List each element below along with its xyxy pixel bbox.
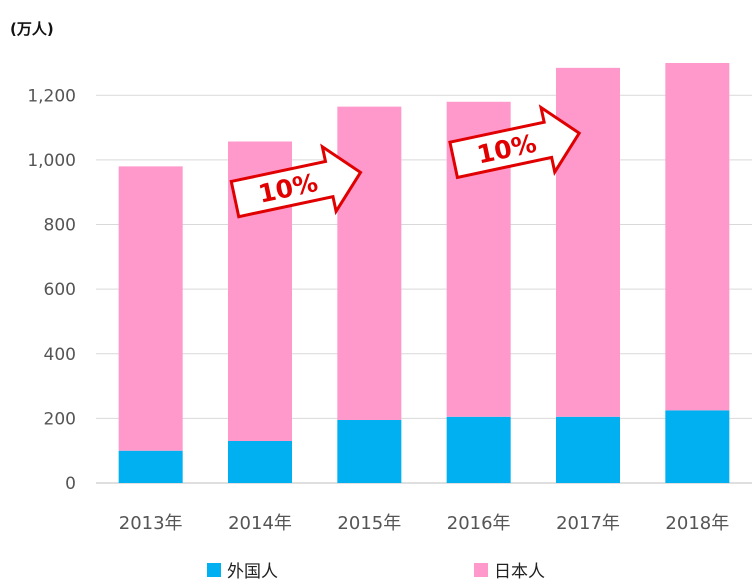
legend-swatch-japanese xyxy=(474,562,488,577)
y-tick-label: 800 xyxy=(44,216,76,236)
y-tick-labels: 0 200 400 600 800 1,000 1,200 xyxy=(27,86,76,494)
growth-annotations: 10% 10% xyxy=(229,104,582,219)
y-tick-label: 400 xyxy=(44,345,76,365)
bar-segment-japanese xyxy=(118,166,183,451)
bars xyxy=(118,63,730,483)
bar-segment-japanese xyxy=(337,106,402,420)
arrow-shape xyxy=(448,104,582,180)
x-tick-label: 2013年 xyxy=(119,513,183,534)
legend-label-japanese: 日本人 xyxy=(494,562,545,582)
unit-label: (万人) xyxy=(10,20,54,38)
growth-arrow: 10% xyxy=(448,104,582,180)
bar-segment-foreign xyxy=(228,441,292,483)
x-tick-labels: 2013年 2014年 2015年 2016年 2017年 2018年 xyxy=(119,513,729,534)
legend-item-japanese: 日本人 xyxy=(474,557,545,582)
legend-swatch-foreign xyxy=(207,562,221,577)
x-tick-label: 2016年 xyxy=(447,513,511,534)
x-tick-label: 2014年 xyxy=(228,513,292,534)
legend-item-foreign: 外国人 xyxy=(207,557,278,582)
legend-label-foreign: 外国人 xyxy=(227,562,278,582)
gridlines xyxy=(96,94,752,484)
y-tick-label: 600 xyxy=(44,280,76,300)
y-tick-label: 1,000 xyxy=(27,151,76,171)
x-tick-label: 2018年 xyxy=(665,513,729,534)
y-tick-label: 0 xyxy=(65,474,76,494)
bar-segment-foreign xyxy=(446,416,511,483)
arrow-shape xyxy=(229,143,363,219)
y-tick-label: 1,200 xyxy=(27,86,76,106)
bar-segment-japanese xyxy=(556,67,620,417)
bar-segment-foreign xyxy=(665,410,730,483)
y-tick-label: 200 xyxy=(44,409,76,429)
growth-arrow: 10% xyxy=(229,143,363,219)
bar-segment-foreign xyxy=(337,420,402,483)
x-tick-label: 2015年 xyxy=(337,513,401,534)
bar-segment-foreign xyxy=(118,450,183,483)
bar-segment-japanese xyxy=(665,63,730,411)
bar-segment-foreign xyxy=(556,416,620,483)
x-tick-label: 2017年 xyxy=(556,513,620,534)
